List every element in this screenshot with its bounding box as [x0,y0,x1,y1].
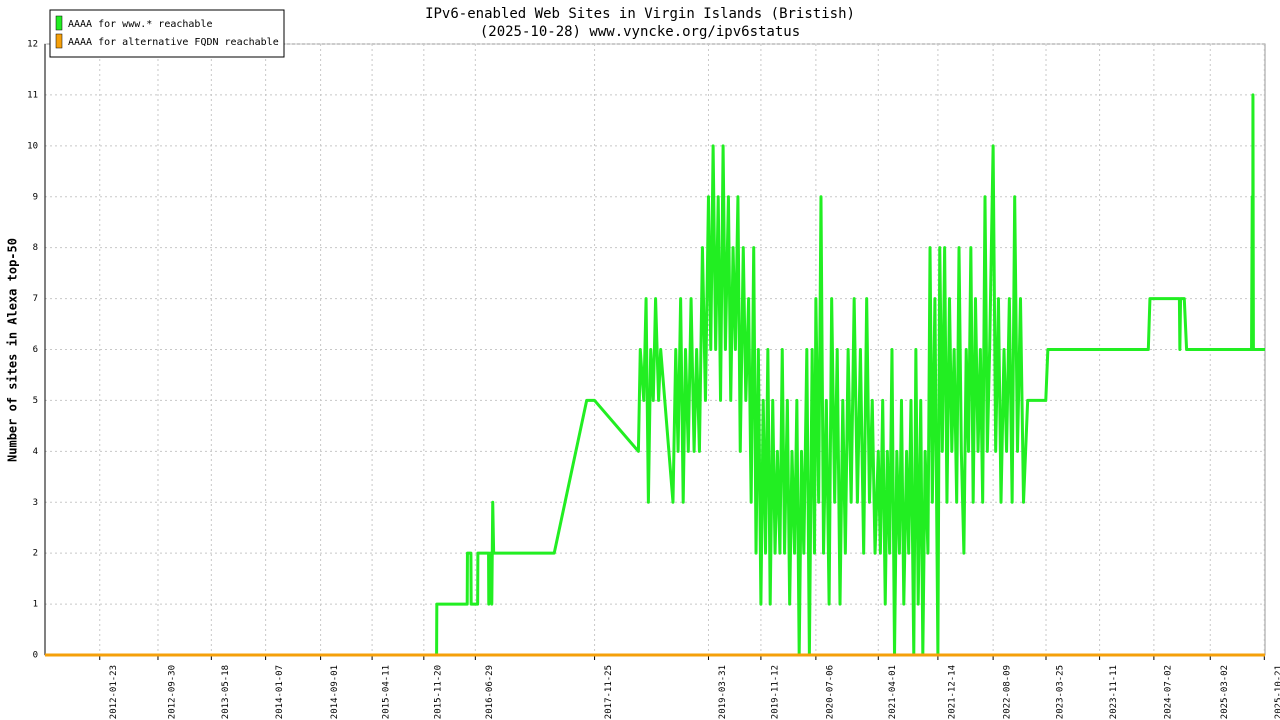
x-tick-label: 2012-01-23 [109,665,119,719]
y-axis-label: Number of sites in Alexa top-50 [6,238,20,462]
x-tick-label: 2016-06-29 [485,665,495,719]
y-tick-label: 5 [33,396,38,406]
x-tick-label: 2024-07-02 [1163,665,1173,719]
x-tick-label: 2020-07-06 [825,665,835,719]
y-tick-label: 6 [33,345,38,355]
y-tick-label: 8 [33,243,38,253]
legend-box [49,9,285,58]
x-tick-label: 2023-11-11 [1109,665,1119,719]
legend-label: AAAA for alternative FQDN reachable [68,37,279,48]
x-tick-label: 2023-03-25 [1056,665,1066,719]
y-tick-label: 3 [33,498,38,508]
x-tick-label: 2025-10-21 [1274,665,1280,719]
x-tick-label: 2013-05-18 [221,665,231,719]
y-tick-label: 2 [33,549,38,559]
x-tick-label: 2021-04-01 [888,665,898,719]
x-tick-label: 2022-08-09 [1003,665,1013,719]
y-tick-label: 11 [27,90,38,100]
x-tick-label: 2019-11-12 [770,665,780,719]
legend-swatch [55,33,63,49]
x-tick-label: 2014-09-01 [330,665,340,719]
y-tick-label: 12 [27,40,38,50]
y-tick-label: 1 [33,600,38,610]
legend-label: AAAA for www.* reachable [68,19,213,30]
x-tick-label: 2025-03-02 [1220,665,1230,719]
chart-subtitle: (2025-10-28) www.vyncke.org/ipv6status [480,24,800,40]
x-tick-label: 2014-01-07 [275,665,285,719]
x-tick-label: 2012-09-30 [167,665,177,719]
y-tick-label: 4 [33,447,38,457]
legend-swatch [55,15,63,31]
y-tick-label: 10 [27,141,38,151]
x-tick-label: 2017-11-25 [604,665,614,719]
series-line [45,93,1265,657]
x-tick-label: 2015-11-20 [433,665,443,719]
x-tick-label: 2015-04-11 [382,665,392,719]
y-tick-label: 7 [33,294,38,304]
chart-title: IPv6-enabled Web Sites in Virgin Islands… [425,6,855,22]
y-tick-label: 9 [33,192,38,202]
x-tick-label: 2021-12-14 [947,665,957,719]
x-tick-label: 2019-03-31 [718,665,728,719]
y-tick-label: 0 [33,651,38,661]
